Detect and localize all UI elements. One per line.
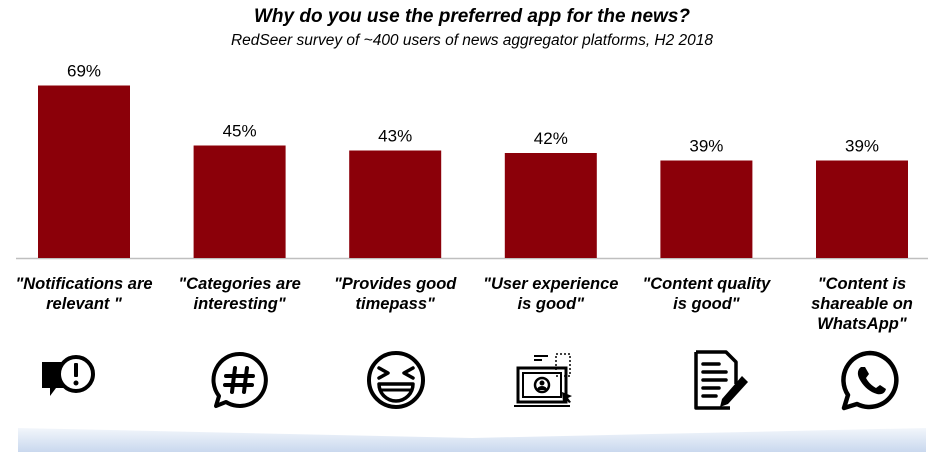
- bar-1: [38, 85, 130, 258]
- value-label-6: 39%: [845, 137, 879, 156]
- document-edit-icon: [686, 348, 750, 412]
- bar-6: [816, 160, 908, 258]
- category-label-2: "Categories are interesting": [178, 275, 301, 313]
- category-label-3: "Provides good timepass": [333, 275, 457, 313]
- category-label-4: "User experience is good": [483, 275, 619, 313]
- bar-5: [660, 160, 753, 258]
- notification-alert-icon: [36, 348, 100, 412]
- chart-subtitle: RedSeer survey of ~400 users of news agg…: [230, 32, 714, 49]
- value-label-3: 43%: [378, 127, 412, 146]
- hashtag-chat-icon: [208, 348, 272, 412]
- bar-2: [193, 145, 286, 258]
- user-experience-screen-icon: [512, 348, 576, 412]
- category-label-6: "Content is shareable on WhatsApp": [811, 275, 913, 333]
- value-label-4: 42%: [534, 129, 568, 148]
- category-label-1: "Notifications are relevant ": [15, 275, 153, 313]
- chart-title: Why do you use the preferred app for the…: [254, 6, 690, 27]
- value-label-1: 69%: [67, 62, 101, 81]
- laughing-face-icon: [364, 348, 428, 412]
- category-label-5: "Content quality is good": [642, 275, 771, 313]
- bar-chart: 69% 45% 43% 42% 39% 39%: [16, 62, 928, 260]
- bar-3: [349, 150, 442, 258]
- value-label-2: 45%: [223, 122, 257, 141]
- whatsapp-icon: [838, 348, 902, 412]
- bar-4: [504, 153, 597, 258]
- footer-arrow-band: [18, 428, 926, 452]
- value-label-5: 39%: [689, 137, 723, 156]
